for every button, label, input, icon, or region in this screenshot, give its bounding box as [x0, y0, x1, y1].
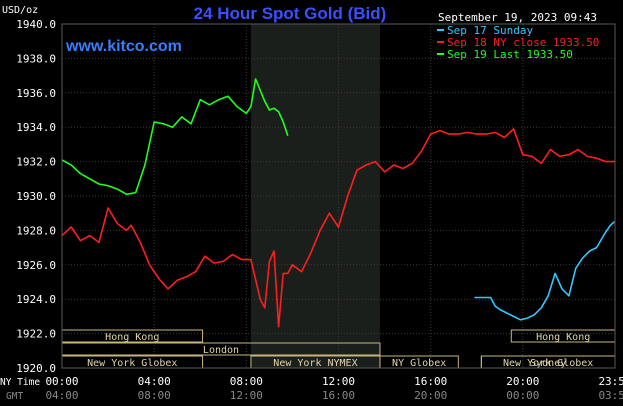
x-tick-label-ny: 04:00 [138, 375, 171, 388]
watermark-url: www.kitco.com [65, 38, 182, 55]
legend-entry: Sep 17 Sunday [447, 24, 533, 37]
chart-title: 24 Hour Spot Gold (Bid) [194, 4, 387, 23]
y-tick-label: 1928.0 [16, 224, 56, 237]
x-tick-label-ny: 23:59 [598, 375, 623, 388]
market-hours-label: Sydney [530, 358, 566, 369]
market-hours-label: London [203, 345, 239, 356]
y-tick-label: 1940.0 [16, 18, 56, 31]
y-tick-label: 1926.0 [16, 259, 56, 272]
legend-entry: Sep 19 Last 1933.50 [447, 48, 573, 61]
x-tick-label-ny: 12:00 [322, 375, 355, 388]
nymex-shaded-region [250, 24, 380, 368]
y-tick-label: 1922.0 [16, 328, 56, 341]
header-date: September 19, 2023 09:43 [438, 11, 597, 24]
market-hours-label: Hong Kong [536, 332, 590, 343]
y-tick-label: 1932.0 [16, 156, 56, 169]
x-tick-label-gmt: 08:00 [138, 389, 171, 402]
y-tick-label: 1920.0 [16, 362, 56, 375]
market-hours-label: New York NYMEX [273, 358, 357, 369]
y-tick-label: 1938.0 [16, 52, 56, 65]
price-series-line [61, 78, 289, 196]
y-tick-label: 1924.0 [16, 293, 56, 306]
market-hours-label: New York Globex [87, 358, 177, 369]
x-axis-row-label-gmt: GMT [6, 391, 23, 402]
market-hours-label: Hong Kong [105, 332, 159, 343]
y-tick-label: 1934.0 [16, 121, 56, 134]
x-axis-row-label-ny: NY Time [0, 377, 40, 388]
market-hours-label: NY Globex [392, 358, 446, 369]
plot-frame [61, 23, 616, 369]
legend-entry: Sep 18 NY close 1933.50 [447, 36, 599, 49]
price-series-line [474, 221, 616, 321]
x-tick-label-gmt: 20:00 [414, 389, 447, 402]
x-tick-label-ny: 00:00 [45, 375, 78, 388]
x-tick-label-gmt: 12:00 [230, 389, 263, 402]
y-axis-unit-label: USD/oz [2, 5, 38, 16]
x-tick-label-ny: 20:00 [506, 375, 539, 388]
market-hours-label: New York Globex [503, 358, 593, 369]
x-tick-label-ny: 08:00 [230, 375, 263, 388]
x-tick-label-gmt: 03:59 [598, 389, 623, 402]
y-tick-label: 1930.0 [16, 190, 56, 203]
y-tick-label: 1936.0 [16, 87, 56, 100]
x-tick-label-gmt: 00:00 [506, 389, 539, 402]
x-tick-label-gmt: 04:00 [45, 389, 78, 402]
x-tick-label-gmt: 16:00 [322, 389, 355, 402]
x-tick-label-ny: 16:00 [414, 375, 447, 388]
price-series-line [61, 128, 615, 328]
